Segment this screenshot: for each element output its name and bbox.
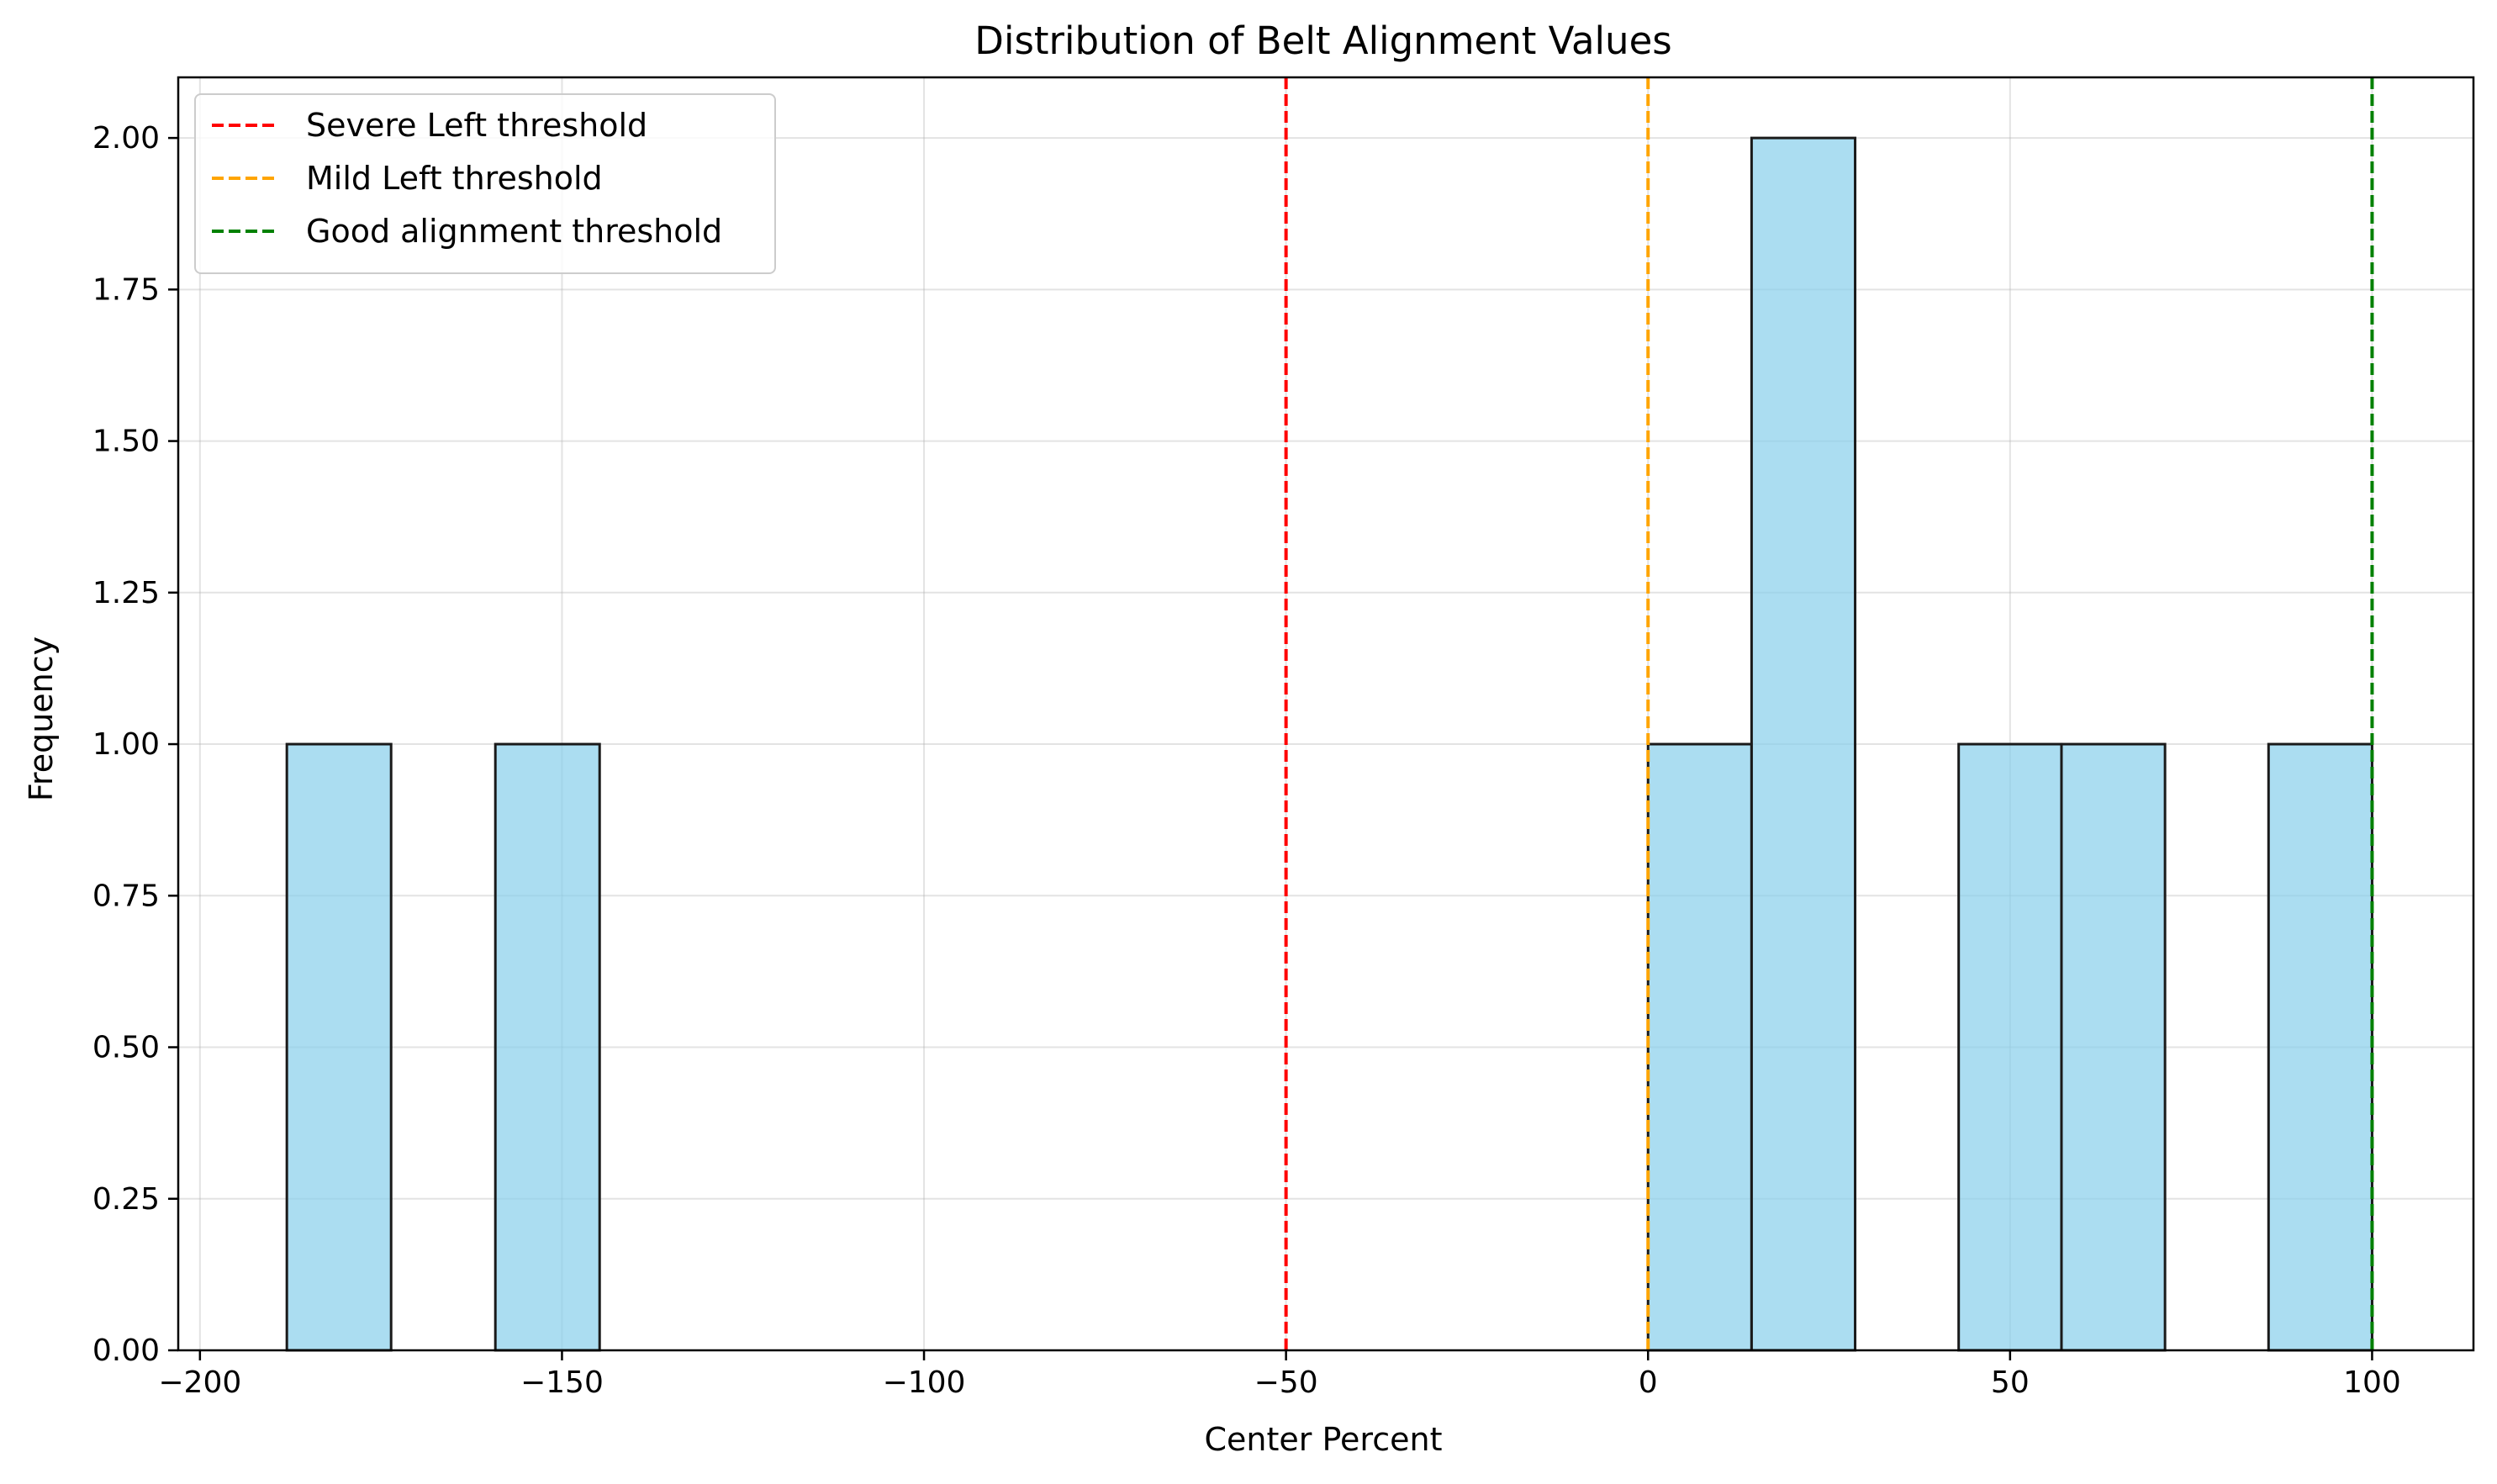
- y-tick-label: 0.00: [92, 1333, 160, 1368]
- histogram-bar: [494, 742, 601, 1352]
- histogram-bar: [2060, 742, 2167, 1352]
- histogram-bar: [2267, 742, 2373, 1352]
- legend-label: Mild Left threshold: [306, 160, 603, 197]
- x-tick-label: 0: [1639, 1365, 1658, 1400]
- histogram-bar: [285, 742, 393, 1352]
- legend-box: [194, 93, 776, 274]
- chart-title: Distribution of Belt Alignment Values: [974, 18, 1671, 63]
- y-axis-ticks: 0.00 0.25 0.50 0.75 1.00 1.25 1.50 1.75 2.00: [92, 121, 178, 1368]
- x-tick-label: −150: [520, 1365, 604, 1400]
- y-tick-label: 1.75: [92, 272, 160, 307]
- y-tick-label: 1.00: [92, 727, 160, 762]
- y-tick-label: 0.75: [92, 879, 160, 913]
- legend: Severe Left threshold Mild Left threshold…: [194, 93, 776, 274]
- y-axis-label: Frequency: [23, 636, 60, 801]
- x-tick-label: −50: [1254, 1365, 1318, 1400]
- plot-frame: [177, 76, 2475, 1352]
- y-tick-label: 2.00: [92, 121, 160, 156]
- histogram-bar: [1750, 136, 1857, 1352]
- x-tick-label: −200: [158, 1365, 241, 1400]
- y-tick-label: 1.25: [92, 576, 160, 610]
- x-axis-label: Center Percent: [1205, 1421, 1443, 1458]
- threshold-lines: [1284, 77, 2374, 1350]
- x-tick-label: 100: [2343, 1365, 2401, 1400]
- y-tick-label: 0.25: [92, 1182, 160, 1217]
- histogram-bars: [285, 136, 2373, 1352]
- histogram-bar: [1646, 742, 1753, 1352]
- legend-label: Good alignment threshold: [306, 213, 722, 250]
- y-tick-label: 1.50: [92, 425, 160, 459]
- x-tick-label: −100: [883, 1365, 966, 1400]
- x-axis-ticks: −200 −150 −100 −50 0 50 100: [158, 1350, 2401, 1400]
- histogram-bar: [1957, 742, 2063, 1352]
- y-tick-label: 0.50: [92, 1031, 160, 1065]
- x-tick-label: 50: [1991, 1365, 2030, 1400]
- legend-label: Severe Left threshold: [306, 107, 647, 144]
